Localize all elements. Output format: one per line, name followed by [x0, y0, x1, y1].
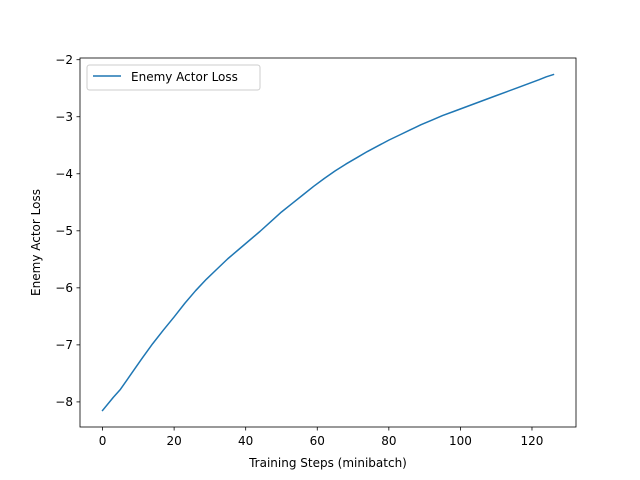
- x-tick-label: 20: [166, 434, 181, 448]
- y-tick-label: −3: [55, 110, 73, 124]
- plot-area-border: [79, 57, 577, 428]
- x-tick-label: 120: [521, 434, 544, 448]
- x-tick-label: 60: [310, 434, 325, 448]
- x-tick-label: 80: [381, 434, 396, 448]
- y-tick-label: −8: [55, 395, 73, 409]
- x-axis-ticks: 0 20 40 60 80 100 120: [99, 427, 544, 448]
- y-tick-label: −2: [55, 53, 73, 67]
- y-tick-label: −4: [55, 167, 73, 181]
- x-axis-title: Training Steps (minibatch): [248, 456, 407, 470]
- legend: Enemy Actor Loss: [86, 64, 261, 91]
- y-axis-ticks: −8 −7 −6 −5 −4 −3 −2: [55, 53, 80, 409]
- x-tick-label: 100: [449, 434, 472, 448]
- y-axis-title: Enemy Actor Loss: [29, 189, 43, 296]
- y-tick-label: −5: [55, 224, 73, 238]
- axes-frame: [79, 57, 577, 428]
- y-tick-label: −7: [55, 338, 73, 352]
- x-tick-label: 40: [238, 434, 253, 448]
- series-line-0: [101, 73, 555, 412]
- y-tick-label: −6: [55, 281, 73, 295]
- x-tick-label: 0: [99, 434, 107, 448]
- legend-box: [86, 64, 261, 91]
- series-layer: [101, 73, 555, 412]
- legend-label-enemy-actor-loss: Enemy Actor Loss: [131, 70, 238, 84]
